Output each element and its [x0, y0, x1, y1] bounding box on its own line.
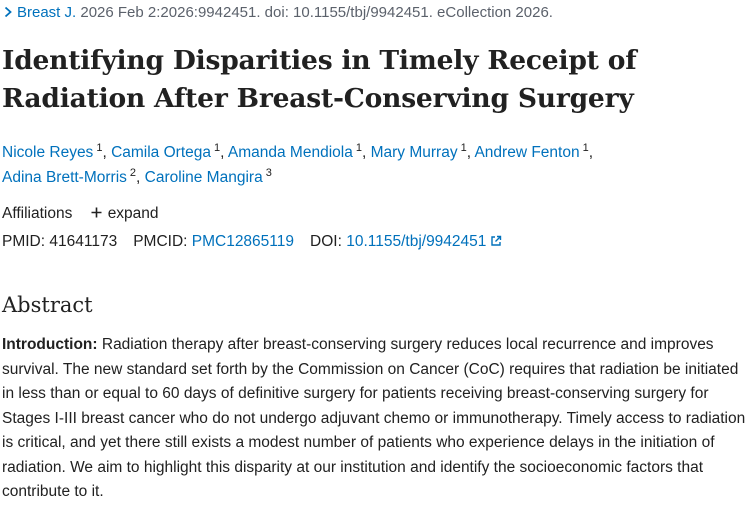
- pmcid-link[interactable]: PMC12865119: [191, 233, 295, 250]
- pmid-value: 41641173: [49, 233, 118, 250]
- expand-label: expand: [107, 205, 159, 222]
- pmcid-label: PMCID:: [133, 233, 188, 250]
- author-affiliation-number[interactable]: 1: [96, 142, 103, 154]
- author-affiliation-number[interactable]: 2: [129, 167, 137, 179]
- citation-line: Breast J. 2026 Feb 2:2026:9942451. doi: …: [2, 4, 553, 22]
- plus-icon: [91, 207, 102, 218]
- author-affiliation-number[interactable]: 1: [582, 142, 589, 154]
- citation-details: 2026 Feb 2:2026:9942451. doi: 10.1155/tb…: [76, 4, 553, 21]
- author-affiliation-number[interactable]: 1: [355, 142, 362, 154]
- doi-label: DOI:: [310, 233, 342, 250]
- author-affiliation-number[interactable]: 1: [460, 142, 467, 154]
- abstract-intro-label: Introduction:: [2, 336, 98, 353]
- affiliations-row: Affiliations expand: [2, 205, 159, 223]
- author-link[interactable]: Andrew Fenton: [474, 144, 580, 161]
- author-link[interactable]: Camila Ortega: [111, 144, 211, 161]
- external-link-icon: [491, 235, 502, 246]
- page-title: Identifying Disparities in Timely Receip…: [2, 45, 637, 114]
- author-affiliation-number[interactable]: 3: [265, 167, 272, 179]
- doi-value: 10.1155/tbj/9942451: [346, 233, 487, 250]
- pmid-label: PMID:: [2, 233, 46, 250]
- author-list: Nicole Reyes 1, Camila Ortega 1, Amanda Me…: [2, 142, 594, 187]
- author-link[interactable]: Nicole Reyes: [2, 144, 94, 161]
- abstract-heading: Abstract: [2, 293, 93, 317]
- author-link[interactable]: Adina Brett-Morris: [2, 169, 127, 186]
- author-link[interactable]: Mary Murray: [370, 144, 458, 161]
- author-link[interactable]: Amanda Mendiola: [227, 144, 353, 161]
- abstract-paragraph: Introduction: Radiation therapy after br…: [2, 333, 746, 505]
- affiliations-expand-button[interactable]: expand: [91, 205, 159, 222]
- journal-link[interactable]: Breast J.: [17, 4, 77, 21]
- doi-link[interactable]: 10.1155/tbj/9942451: [346, 233, 502, 250]
- identifiers-row: PMID: 41641173 PMCID: PMC12865119 DOI: 10.…: [2, 233, 502, 251]
- affiliations-label: Affiliations: [2, 205, 73, 222]
- abstract-intro-text: Radiation therapy after breast-conservin…: [2, 336, 746, 500]
- author-link[interactable]: Caroline Mangira: [144, 169, 263, 186]
- chevron-right-icon: [4, 6, 12, 18]
- author-affiliation-number[interactable]: 1: [214, 142, 221, 154]
